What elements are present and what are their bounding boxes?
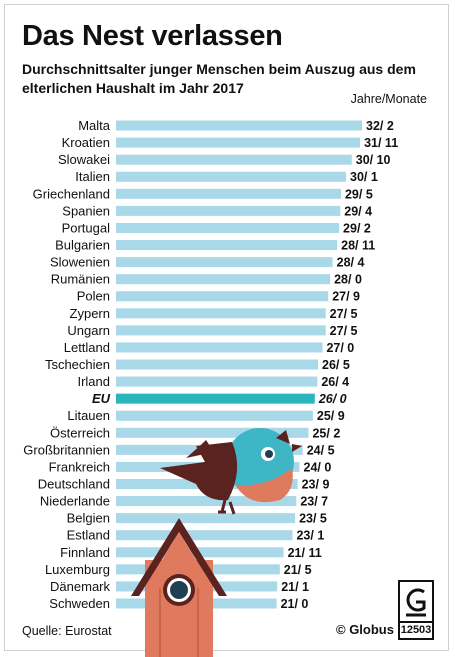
value-label: 25/ 9 xyxy=(317,409,345,423)
value-label: 23/ 5 xyxy=(299,512,327,526)
category-label: Finnland xyxy=(60,545,110,560)
bar xyxy=(116,205,341,216)
value-label: 26/ 5 xyxy=(322,358,350,372)
value-label: 23/ 1 xyxy=(296,529,324,543)
category-label: Bulgarien xyxy=(55,238,110,253)
category-label: Niederlande xyxy=(40,494,110,509)
globus-logo-icon: 12503 xyxy=(398,580,434,640)
bar xyxy=(116,171,346,182)
category-label: Portugal xyxy=(62,220,111,235)
chart-title: Das Nest verlassen xyxy=(22,20,283,52)
category-label: Belgien xyxy=(67,511,110,526)
bar xyxy=(116,188,341,199)
category-label: EU xyxy=(92,391,111,406)
publisher-credit: © Globus xyxy=(336,622,394,637)
unit-label: Jahre/Monate xyxy=(350,92,427,106)
category-label: Irland xyxy=(77,374,110,389)
bar xyxy=(116,376,318,387)
value-label: 21/ 11 xyxy=(288,546,322,560)
value-label: 28/ 4 xyxy=(337,256,365,270)
category-label: Tschechien xyxy=(45,357,110,372)
bar xyxy=(116,513,296,524)
bar xyxy=(116,308,326,319)
value-label: 29/ 4 xyxy=(344,204,372,218)
bars-group: Malta 32/ 2 Kroatien 31/ 11 Slowakei 30/ 10 It… xyxy=(23,118,398,611)
value-label: 21/ 5 xyxy=(284,563,312,577)
category-label: Deutschland xyxy=(38,477,110,492)
value-label: 21/ 1 xyxy=(281,580,309,594)
value-label: 24/ 0 xyxy=(304,460,332,474)
value-label: 26/ 4 xyxy=(321,375,349,389)
category-label: Frankreich xyxy=(49,459,110,474)
chart-subtitle: Durchschnittsalter junger Menschen beim … xyxy=(22,61,416,96)
value-label: 27/ 5 xyxy=(330,307,358,321)
bar xyxy=(116,154,352,165)
bar xyxy=(116,496,297,507)
source-note: Quelle: Eurostat xyxy=(22,624,112,638)
category-label: Ungarn xyxy=(67,323,110,338)
category-label: Slowakei xyxy=(58,152,110,167)
bar xyxy=(116,530,293,541)
bar xyxy=(116,342,323,353)
value-label: 23/ 9 xyxy=(302,478,330,492)
birdhouse-illustration xyxy=(131,518,227,657)
value-label: 30/ 10 xyxy=(356,153,391,167)
category-label: Dänemark xyxy=(50,579,110,594)
value-label: 24/ 5 xyxy=(307,443,335,457)
bar xyxy=(116,274,331,285)
category-label: Griechenland xyxy=(33,186,110,201)
category-label: Rumänien xyxy=(51,272,110,287)
value-label: 27/ 9 xyxy=(332,290,360,304)
bar xyxy=(116,393,315,404)
bar xyxy=(116,257,333,268)
category-label: Litauen xyxy=(67,408,110,423)
bar xyxy=(116,291,329,302)
bar xyxy=(116,410,313,421)
graphic-number: 12503 xyxy=(400,621,432,638)
bar xyxy=(116,120,362,131)
bar xyxy=(116,325,326,336)
category-label: Großbritannien xyxy=(23,442,110,457)
value-label: 27/ 0 xyxy=(326,341,354,355)
bar xyxy=(116,427,309,438)
value-label: 28/ 0 xyxy=(334,273,362,287)
category-label: Estland xyxy=(67,528,110,543)
value-label: 21/ 0 xyxy=(281,597,309,611)
bar xyxy=(116,240,338,251)
category-label: Polen xyxy=(77,289,110,304)
value-label: 31/ 11 xyxy=(364,136,398,150)
value-label: 29/ 5 xyxy=(345,187,373,201)
category-label: Kroatien xyxy=(62,135,110,150)
value-label: 27/ 5 xyxy=(330,324,358,338)
category-label: Österreich xyxy=(50,425,110,440)
bar xyxy=(116,137,361,148)
category-label: Italien xyxy=(75,169,110,184)
category-label: Schweden xyxy=(49,596,110,611)
bird-illustration xyxy=(160,428,302,515)
bar xyxy=(116,222,340,233)
value-label: 23/ 7 xyxy=(300,495,328,509)
value-label: 29/ 2 xyxy=(343,221,371,235)
category-label: Luxemburg xyxy=(45,562,110,577)
value-label: 32/ 2 xyxy=(366,119,394,133)
value-label: 25/ 2 xyxy=(312,426,340,440)
value-label: 30/ 1 xyxy=(350,170,378,184)
category-label: Zypern xyxy=(70,306,110,321)
infographic-frame xyxy=(4,4,449,651)
value-label: 26/ 0 xyxy=(318,392,347,406)
category-label: Slowenien xyxy=(50,255,110,270)
category-label: Spanien xyxy=(62,203,110,218)
category-label: Malta xyxy=(78,118,111,133)
value-label: 28/ 11 xyxy=(341,239,375,253)
category-label: Lettland xyxy=(64,340,110,355)
bar xyxy=(116,359,318,370)
